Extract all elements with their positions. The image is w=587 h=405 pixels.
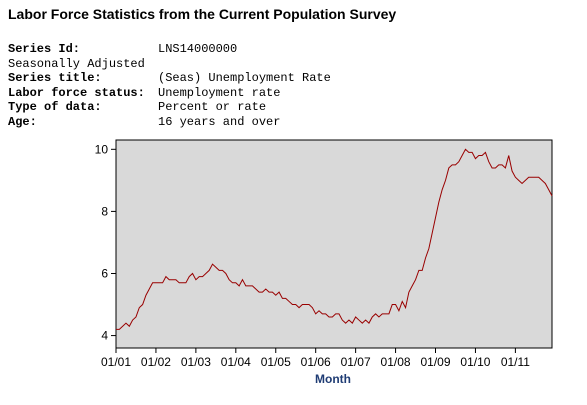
series-id-row: Series Id: LNS14000000 [8, 42, 331, 57]
x-tick-label-01-08: 01/08 [381, 355, 411, 369]
y-tick-label-8: 8 [101, 204, 108, 218]
plot-area [115, 139, 553, 349]
x-tick-label-01-02: 01/02 [141, 355, 171, 369]
x-tick-label-01-05: 01/05 [261, 355, 291, 369]
x-tick-label-01-09: 01/09 [420, 355, 450, 369]
x-tick-label-01-01: 01/01 [101, 355, 131, 369]
x-tick-label-01-06: 01/06 [301, 355, 331, 369]
x-tick-label-01-03: 01/03 [181, 355, 211, 369]
x-tick-label-01-04: 01/04 [221, 355, 251, 369]
series-id-label: Series Id: [8, 42, 81, 56]
series-info: Series Id: LNS14000000 Seasonally Adjust… [8, 42, 331, 130]
data-type-label: Type of data: [8, 100, 102, 115]
unemployment-rate-line [116, 148, 553, 330]
page-title: Labor Force Statistics from the Current … [8, 6, 397, 22]
data-type-value: Percent or rate [158, 100, 267, 115]
series-title-value: (Seas) Unemployment Rate [158, 71, 331, 86]
series-title-row: Series title: (Seas) Unemployment Rate [8, 71, 331, 86]
x-axis-label: Month [315, 372, 351, 386]
age-row: Age: 16 years and over [8, 115, 331, 130]
labor-force-status-label: Labor force status: [8, 85, 145, 100]
y-tick-label-6: 6 [101, 266, 108, 280]
age-value: 16 years and over [158, 114, 281, 129]
x-tick-label-01-07: 01/07 [341, 355, 371, 369]
data-type-row: Type of data: Percent or rate [8, 100, 331, 115]
x-tick-label-01-10: 01/10 [460, 355, 490, 369]
x-tick-label-01-11: 01/11 [501, 355, 530, 369]
series-id-value: LNS14000000 [158, 42, 238, 56]
series-title-label: Series title: [8, 71, 102, 86]
labor-force-status-value: Unemployment rate [158, 85, 281, 100]
seasonal-adjustment-row: Seasonally Adjusted [8, 57, 331, 72]
age-label: Age: [8, 114, 37, 129]
seasonal-adjustment-label: Seasonally Adjusted [8, 56, 145, 71]
labor-force-status-row: Labor force status: Unemployment rate [8, 86, 331, 101]
y-tick-label-10: 10 [95, 142, 109, 156]
y-tick-label-4: 4 [101, 329, 108, 343]
